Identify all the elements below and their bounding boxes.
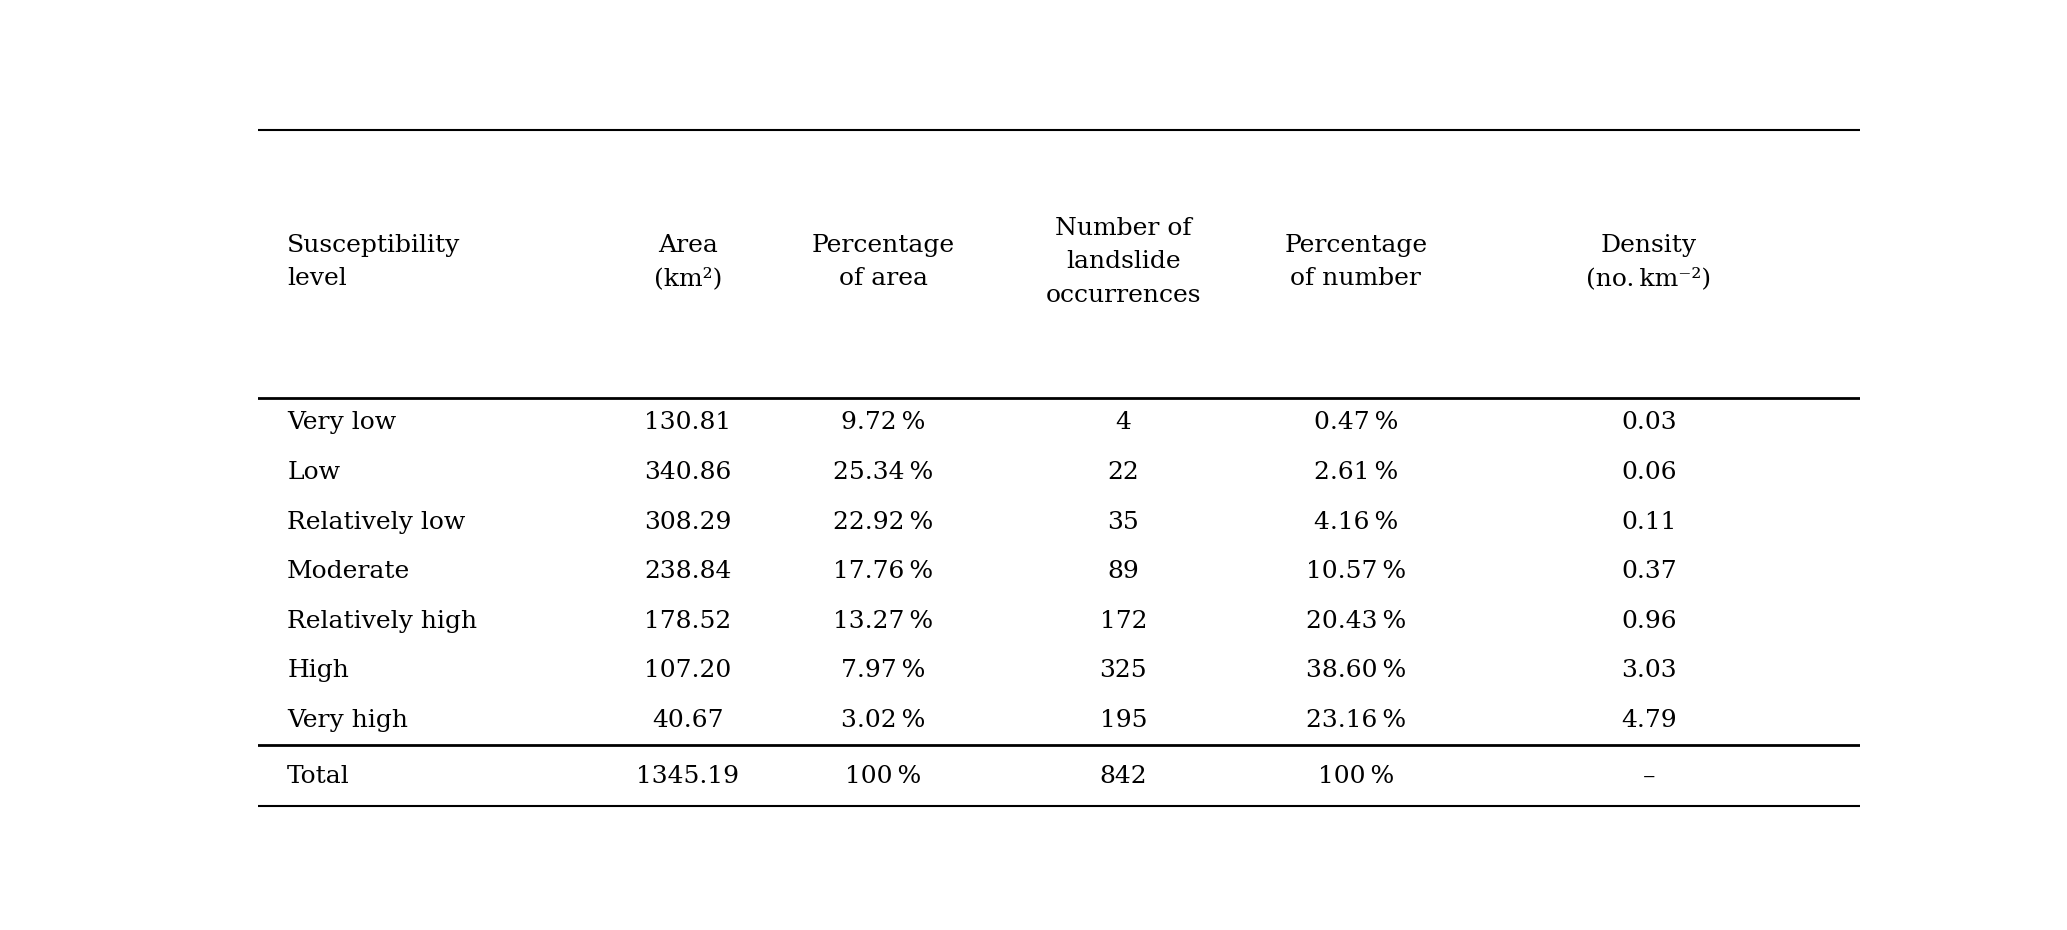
Text: 100 %: 100 % (1317, 764, 1393, 788)
Text: 25.34 %: 25.34 % (833, 461, 934, 484)
Text: Very high: Very high (287, 709, 407, 732)
Text: 842: 842 (1100, 764, 1147, 788)
Text: High: High (287, 659, 349, 683)
Text: Susceptibility
level: Susceptibility level (287, 233, 461, 290)
Text: Relatively low: Relatively low (287, 511, 465, 534)
Text: Number of
landslide
occurrences: Number of landslide occurrences (1046, 217, 1201, 307)
Text: 0.11: 0.11 (1621, 511, 1676, 534)
Text: Total: Total (287, 764, 349, 788)
Text: 178.52: 178.52 (645, 610, 732, 632)
Text: Area
(km²): Area (km²) (653, 233, 721, 290)
Text: Moderate: Moderate (287, 560, 411, 583)
Text: 172: 172 (1100, 610, 1147, 632)
Text: 3.02 %: 3.02 % (841, 709, 926, 732)
Text: 107.20: 107.20 (645, 659, 732, 683)
Text: 35: 35 (1108, 511, 1139, 534)
Text: Very low: Very low (287, 411, 397, 434)
Text: 38.60 %: 38.60 % (1306, 659, 1406, 683)
Text: 0.06: 0.06 (1621, 461, 1676, 484)
Text: 10.57 %: 10.57 % (1306, 560, 1406, 583)
Text: –: – (1643, 764, 1656, 788)
Text: Low: Low (287, 461, 341, 484)
Text: 22.92 %: 22.92 % (833, 511, 934, 534)
Text: 4: 4 (1116, 411, 1131, 434)
Text: 2.61 %: 2.61 % (1313, 461, 1397, 484)
Text: Relatively high: Relatively high (287, 610, 477, 632)
Text: 9.72 %: 9.72 % (841, 411, 926, 434)
Text: 195: 195 (1100, 709, 1147, 732)
Text: 3.03: 3.03 (1621, 659, 1676, 683)
Text: 130.81: 130.81 (645, 411, 732, 434)
Text: 4.16 %: 4.16 % (1313, 511, 1397, 534)
Text: 1345.19: 1345.19 (637, 764, 740, 788)
Text: 0.96: 0.96 (1621, 610, 1676, 632)
Text: 325: 325 (1100, 659, 1147, 683)
Text: 89: 89 (1108, 560, 1139, 583)
Text: 0.47 %: 0.47 % (1313, 411, 1397, 434)
Text: 20.43 %: 20.43 % (1306, 610, 1406, 632)
Text: 238.84: 238.84 (645, 560, 732, 583)
Text: 340.86: 340.86 (645, 461, 732, 484)
Text: 40.67: 40.67 (651, 709, 723, 732)
Text: 17.76 %: 17.76 % (833, 560, 932, 583)
Text: 0.03: 0.03 (1621, 411, 1676, 434)
Text: 308.29: 308.29 (645, 511, 732, 534)
Text: Density
(no. km⁻²): Density (no. km⁻²) (1585, 233, 1711, 290)
Text: 100 %: 100 % (845, 764, 922, 788)
Text: Percentage
of number: Percentage of number (1284, 233, 1426, 290)
Text: 22: 22 (1108, 461, 1139, 484)
Text: 0.37: 0.37 (1621, 560, 1676, 583)
Text: Percentage
of area: Percentage of area (812, 233, 955, 290)
Text: 4.79: 4.79 (1621, 709, 1676, 732)
Text: 7.97 %: 7.97 % (841, 659, 926, 683)
Text: 13.27 %: 13.27 % (833, 610, 932, 632)
Text: 23.16 %: 23.16 % (1306, 709, 1406, 732)
